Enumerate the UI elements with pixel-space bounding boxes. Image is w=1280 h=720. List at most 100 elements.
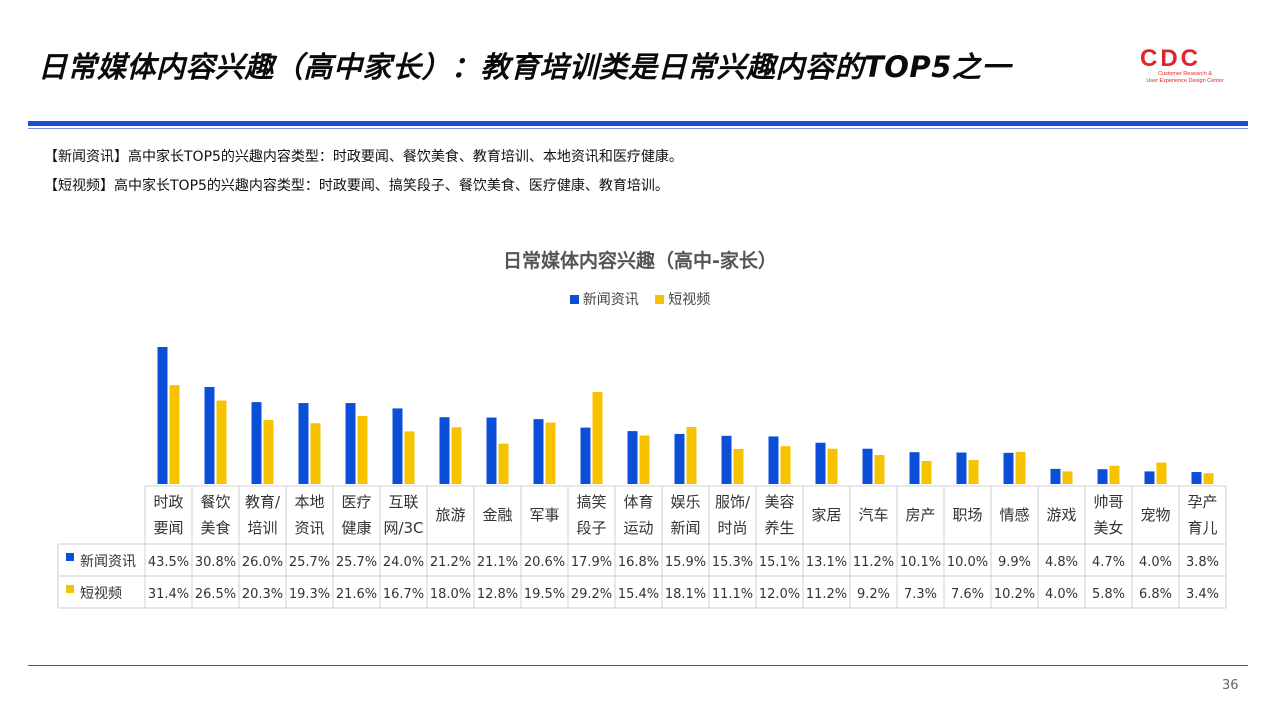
footer-divider <box>28 665 1248 666</box>
bar-news-18 <box>1003 452 1014 484</box>
bar-short-video-8 <box>545 422 556 484</box>
chart-legend: 新闻资讯 短视频 <box>0 289 1280 309</box>
bar-news-15 <box>862 448 873 484</box>
category-label-10-line2: 运动 <box>623 519 653 537</box>
bar-news-1 <box>204 386 215 484</box>
category-label-12-line2: 时尚 <box>717 519 747 537</box>
value-news-2: 26.0% <box>242 555 283 570</box>
category-label-12-line1: 服饰/ <box>715 493 751 511</box>
category-label-22-line2: 育儿 <box>1187 519 1217 537</box>
category-label-19: 游戏 <box>1046 506 1076 524</box>
bar-short-video-9 <box>592 392 603 484</box>
category-label-0-line1: 时政 <box>153 493 183 511</box>
value-news-13: 15.1% <box>759 555 800 570</box>
bar-news-19 <box>1050 468 1061 484</box>
note-short-video: 【短视频】高中家长TOP5的兴趣内容类型：时政要闻、搞笑段子、餐饮美食、医疗健康… <box>44 178 669 194</box>
bar-short-video-12 <box>733 449 744 484</box>
value-short-video-21: 6.8% <box>1139 587 1172 602</box>
category-label-20-line1: 帅哥 <box>1093 493 1123 511</box>
bar-short-video-4 <box>357 415 368 484</box>
value-news-11: 15.9% <box>665 555 706 570</box>
value-short-video-8: 19.5% <box>524 587 565 602</box>
value-news-16: 10.1% <box>900 555 941 570</box>
category-label-1-line2: 美食 <box>200 519 230 537</box>
category-label-17: 职场 <box>952 506 982 524</box>
legend-swatch-news <box>569 295 579 304</box>
bar-news-5 <box>392 408 403 484</box>
value-short-video-14: 11.2% <box>806 587 847 602</box>
value-short-video-15: 9.2% <box>857 587 890 602</box>
row-header-news: 新闻资讯 <box>80 554 136 570</box>
bar-short-video-7 <box>498 443 509 484</box>
bar-short-video-20 <box>1109 465 1120 484</box>
value-short-video-7: 12.8% <box>477 587 518 602</box>
value-short-video-22: 3.4% <box>1186 587 1219 602</box>
page-title: 日常媒体内容兴趣（高中家长）：教育培训类是日常兴趣内容的TOP5之一 <box>38 50 1011 84</box>
value-short-video-9: 29.2% <box>571 587 612 602</box>
value-news-22: 3.8% <box>1186 555 1219 570</box>
value-news-12: 15.3% <box>712 555 753 570</box>
bar-short-video-19 <box>1062 471 1073 484</box>
bar-news-6 <box>439 417 450 484</box>
category-label-3-line2: 资讯 <box>294 519 324 537</box>
bar-news-4 <box>345 403 356 484</box>
value-news-8: 20.6% <box>524 555 565 570</box>
value-short-video-0: 31.4% <box>148 587 189 602</box>
bar-short-video-14 <box>827 448 838 484</box>
category-label-6: 旅游 <box>435 506 465 524</box>
value-short-video-6: 18.0% <box>430 587 471 602</box>
value-short-video-2: 20.3% <box>242 587 283 602</box>
bar-short-video-13 <box>780 446 791 484</box>
page-number: 36 <box>1222 678 1239 693</box>
category-label-3-line1: 本地 <box>294 493 324 511</box>
value-short-video-17: 7.6% <box>951 587 984 602</box>
value-short-video-19: 4.0% <box>1045 587 1078 602</box>
bar-short-video-21 <box>1156 462 1167 484</box>
value-news-1: 30.8% <box>195 555 236 570</box>
value-short-video-20: 5.8% <box>1092 587 1125 602</box>
value-short-video-5: 16.7% <box>383 587 424 602</box>
cdc-logo: CDC Customer Research & User Experience … <box>1138 45 1230 88</box>
note-news: 【新闻资讯】高中家长TOP5的兴趣内容类型：时政要闻、餐饮美食、教育培训、本地资… <box>44 149 683 165</box>
category-label-14: 家居 <box>811 506 841 524</box>
row-swatch-news <box>66 553 74 561</box>
bar-news-12 <box>721 435 732 484</box>
header-divider <box>28 121 1248 126</box>
bar-news-22 <box>1191 472 1202 484</box>
value-short-video-18: 10.2% <box>994 587 1035 602</box>
value-short-video-13: 12.0% <box>759 587 800 602</box>
logo-sub-line1: Customer Research & <box>1157 71 1213 77</box>
value-short-video-4: 21.6% <box>336 587 377 602</box>
category-label-18: 情感 <box>999 506 1029 524</box>
bar-short-video-15 <box>874 455 885 484</box>
bar-news-9 <box>580 427 591 484</box>
category-label-5-line1: 互联 <box>388 493 418 511</box>
value-short-video-16: 7.3% <box>904 587 937 602</box>
logo-mark: CDC <box>1140 45 1201 72</box>
category-label-4-line2: 健康 <box>341 519 371 537</box>
category-label-5-line2: 网/3C <box>383 519 423 537</box>
legend-item-news: 新闻资讯 <box>569 289 639 309</box>
value-news-14: 13.1% <box>806 555 847 570</box>
bar-news-3 <box>298 403 309 484</box>
bar-short-video-6 <box>451 427 462 484</box>
value-news-9: 17.9% <box>571 555 612 570</box>
value-news-10: 16.8% <box>618 555 659 570</box>
bar-news-8 <box>533 419 544 484</box>
bar-short-video-0 <box>169 385 180 484</box>
bar-news-20 <box>1097 469 1108 484</box>
value-news-7: 21.1% <box>477 555 518 570</box>
category-label-11-line1: 娱乐 <box>670 493 700 511</box>
value-news-15: 11.2% <box>853 555 894 570</box>
value-short-video-11: 18.1% <box>665 587 706 602</box>
bar-short-video-11 <box>686 426 697 484</box>
value-short-video-1: 26.5% <box>195 587 236 602</box>
row-swatch-short-video <box>66 585 74 593</box>
category-label-4-line1: 医疗 <box>341 493 371 511</box>
category-label-21: 宠物 <box>1140 506 1170 524</box>
bar-news-17 <box>956 452 967 484</box>
category-label-9-line1: 搞笑 <box>576 493 606 511</box>
value-short-video-10: 15.4% <box>618 587 659 602</box>
category-label-16: 房产 <box>905 506 935 524</box>
bar-news-0 <box>157 347 168 484</box>
